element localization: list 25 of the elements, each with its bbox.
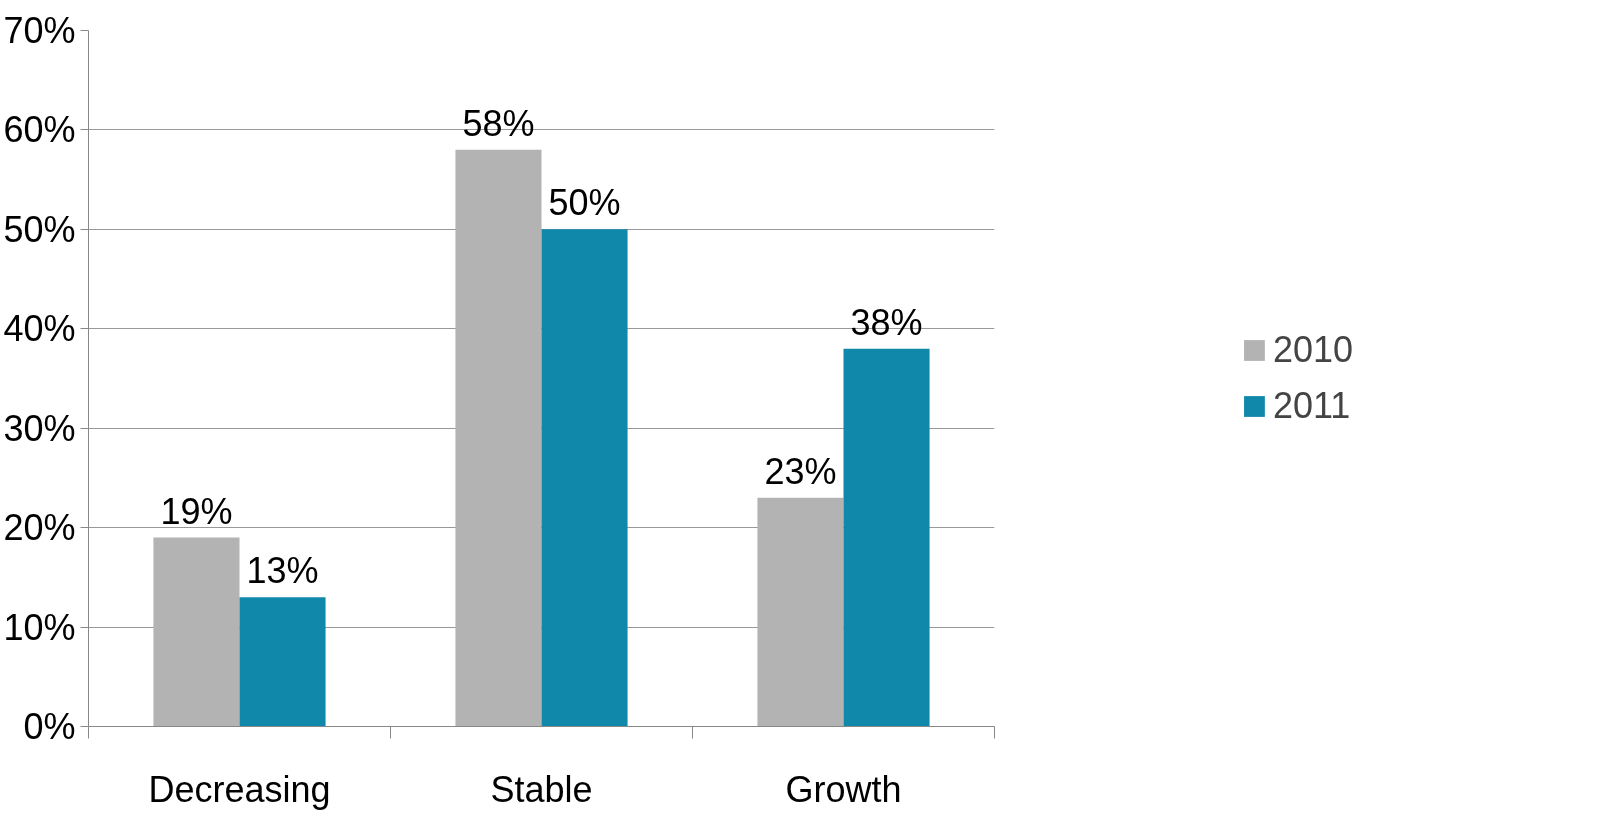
- y-tick-label: 70%: [3, 10, 76, 51]
- text: 19%: [160, 490, 233, 532]
- bar: [455, 149, 542, 727]
- y-tick-label: 10%: [3, 606, 76, 648]
- legend-label: 2011: [1272, 385, 1351, 427]
- bar: [757, 497, 844, 727]
- text: 13%: [246, 550, 319, 592]
- bar: [541, 229, 628, 727]
- text: 50%: [548, 182, 621, 224]
- y-tick-label: 60%: [3, 109, 76, 151]
- x-tick-label: Decreasing: [148, 768, 331, 810]
- y-tick-label: 20%: [3, 507, 76, 549]
- bar: [239, 597, 326, 727]
- y-tick-label: 30%: [3, 407, 76, 449]
- text: 58%: [462, 102, 535, 144]
- y-tick-label: 0%: [23, 706, 76, 747]
- y-tick-label: 50%: [3, 208, 76, 250]
- x-tick-label: Growth: [785, 768, 902, 810]
- bar: [843, 348, 930, 727]
- bar: [153, 537, 240, 727]
- y-tick-label: 40%: [3, 308, 76, 350]
- x-tick-label: Stable: [490, 768, 593, 810]
- legend-label: 2010: [1272, 329, 1354, 371]
- text: 38%: [850, 301, 923, 343]
- text: 23%: [764, 450, 837, 492]
